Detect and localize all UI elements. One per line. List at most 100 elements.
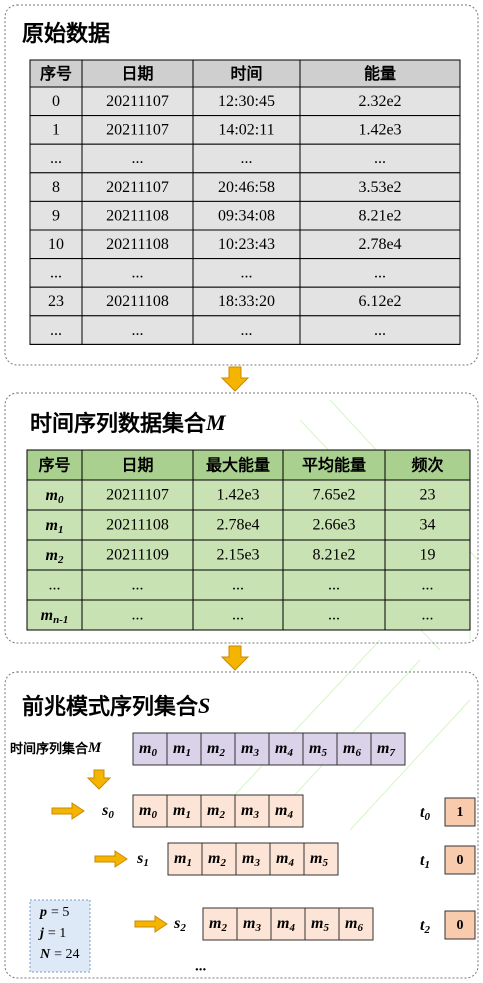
symbol-sub: 2 bbox=[219, 857, 226, 869]
title-symbol: M bbox=[205, 410, 227, 435]
cell-text: ... bbox=[50, 150, 62, 167]
symbol: t0 bbox=[420, 804, 430, 823]
table-row bbox=[29, 315, 461, 345]
sequence-cell bbox=[202, 907, 238, 941]
section-title: 时间序列数据集合M bbox=[30, 410, 227, 437]
symbol-sub: 5 bbox=[322, 857, 328, 869]
symbol: m2 bbox=[207, 802, 225, 821]
symbol: m4 bbox=[276, 850, 294, 869]
symbol-base: m bbox=[310, 850, 322, 867]
cell-text: ... bbox=[374, 265, 386, 282]
symbol: m0 bbox=[46, 487, 64, 506]
sequence-cell bbox=[370, 732, 406, 766]
down-arrow bbox=[220, 366, 250, 392]
ellipsis: ... bbox=[195, 958, 207, 974]
section-title: 前兆模式序列集合S bbox=[22, 693, 210, 720]
time-series-box bbox=[4, 392, 479, 644]
table-row bbox=[29, 172, 461, 202]
symbol-sub: 6 bbox=[355, 747, 361, 759]
cell-text: 1 bbox=[52, 122, 60, 139]
symbol: m6 bbox=[343, 740, 361, 759]
symbol-base: t bbox=[420, 804, 425, 821]
cell-text: 20211108 bbox=[106, 293, 169, 310]
symbol-base: m bbox=[173, 802, 185, 819]
symbol: m1 bbox=[173, 740, 191, 759]
right-arrow bbox=[134, 915, 168, 933]
sequence-cell bbox=[235, 842, 271, 876]
table-row bbox=[29, 86, 461, 117]
cell-text: 20211108 bbox=[106, 517, 169, 534]
sequence-cell bbox=[166, 732, 202, 766]
section-title: 原始数据 bbox=[22, 21, 110, 47]
param-value: = 1 bbox=[48, 926, 66, 941]
table-border bbox=[29, 59, 461, 345]
cell-text: 9 bbox=[52, 207, 60, 224]
symbol: m1 bbox=[173, 802, 191, 821]
symbol-base: m bbox=[139, 740, 151, 757]
sequence-cell bbox=[303, 842, 339, 876]
symbol-sub: 1 bbox=[185, 747, 191, 759]
symbol-sub: 4 bbox=[287, 857, 294, 869]
cell-text: 2.78e4 bbox=[358, 236, 401, 253]
symbol: m5 bbox=[309, 740, 327, 759]
cell-text: 20211109 bbox=[106, 547, 169, 564]
symbol-base: m bbox=[46, 547, 58, 564]
symbol-sub: 1 bbox=[186, 857, 192, 869]
param: p = 5 bbox=[39, 905, 69, 920]
param-name: N bbox=[39, 947, 51, 962]
cell-text: 20211107 bbox=[106, 93, 169, 110]
symbol-sub: 3 bbox=[252, 747, 259, 759]
cell-text: ... bbox=[132, 577, 144, 594]
symbol-sub: 1 bbox=[185, 809, 191, 821]
sequence-cell bbox=[234, 794, 270, 828]
symbol: m7 bbox=[377, 740, 395, 759]
flag: 0 bbox=[457, 918, 464, 933]
down-arrow bbox=[220, 645, 250, 671]
symbol-base: m bbox=[209, 915, 221, 932]
symbol: mn-1 bbox=[41, 607, 69, 626]
sequence-cell bbox=[336, 732, 372, 766]
symbol: m2 bbox=[208, 850, 226, 869]
label-symbol: M bbox=[87, 740, 102, 756]
symbol: m1 bbox=[174, 850, 192, 869]
cell-text: ... bbox=[49, 577, 61, 594]
cell-text: ... bbox=[422, 607, 434, 624]
right-arrow bbox=[51, 802, 85, 820]
flag-box bbox=[444, 797, 476, 827]
symbol-base: m bbox=[241, 740, 253, 757]
right-arrow bbox=[94, 850, 128, 868]
title-symbol: S bbox=[198, 693, 210, 718]
symbol-sub: 5 bbox=[321, 747, 327, 759]
symbol: t1 bbox=[420, 852, 430, 871]
symbol-base: m bbox=[173, 740, 185, 757]
symbol-base: m bbox=[275, 802, 287, 819]
symbol-sub: 3 bbox=[252, 809, 259, 821]
symbol-sub: 1 bbox=[143, 857, 149, 869]
cell-text: ... bbox=[374, 322, 386, 339]
title-text: 前兆模式序列集合 bbox=[22, 694, 199, 720]
symbol: m0 bbox=[139, 802, 157, 821]
symbol-base: m bbox=[343, 740, 355, 757]
symbol-sub: 2 bbox=[218, 747, 225, 759]
column-header: 序号 bbox=[40, 64, 72, 83]
symbol-sub: 4 bbox=[288, 922, 295, 934]
cell-text: 23 bbox=[48, 293, 64, 310]
symbol-base: m bbox=[241, 802, 253, 819]
cell-text: ... bbox=[132, 265, 144, 282]
param-name: j bbox=[38, 926, 44, 941]
params-box bbox=[29, 899, 91, 973]
symbol-sub: 2 bbox=[423, 924, 430, 936]
symbol: m3 bbox=[241, 802, 259, 821]
cell-text: 14:02:11 bbox=[218, 122, 274, 139]
symbol-base: m bbox=[242, 850, 254, 867]
symbol-sub: 4 bbox=[286, 747, 293, 759]
symbol-base: m bbox=[276, 850, 288, 867]
table-border bbox=[26, 449, 471, 631]
column-header: 日期 bbox=[121, 456, 153, 475]
column-header: 序号 bbox=[38, 456, 70, 475]
column-header: 平均能量 bbox=[302, 456, 366, 475]
symbol-sub: 0 bbox=[424, 811, 430, 823]
symbol-base: m bbox=[207, 802, 219, 819]
cell-text: 8 bbox=[52, 179, 60, 196]
